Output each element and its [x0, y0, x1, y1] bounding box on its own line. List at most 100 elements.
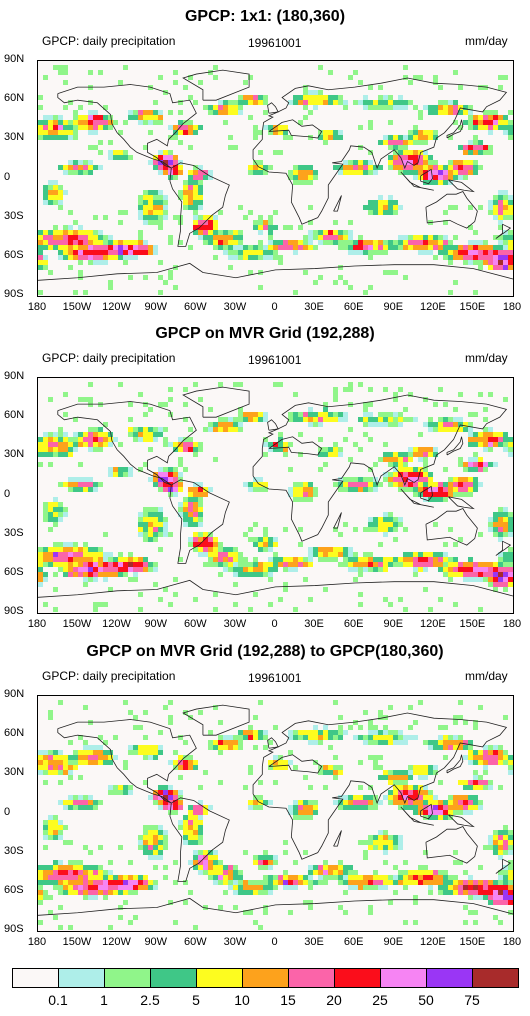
precip-cell [443, 497, 448, 502]
precip-cell [63, 432, 68, 437]
precip-cell [488, 110, 493, 115]
precip-cell [468, 795, 473, 800]
coastline [38, 579, 513, 598]
precip-cell [493, 900, 498, 905]
precip-cell [88, 432, 93, 437]
precip-cell [103, 250, 108, 255]
precip-cell [473, 245, 478, 250]
precip-cell [453, 557, 458, 562]
precip-cell [478, 205, 483, 210]
left-label: GPCP: daily precipitation [42, 34, 176, 48]
precip-cell [308, 422, 313, 427]
precip-cell [113, 245, 118, 250]
precip-cell [283, 880, 288, 885]
precip-cell [263, 165, 268, 170]
precip-cell [218, 875, 223, 880]
precip-cell [48, 715, 53, 720]
precip-cell [383, 140, 388, 145]
precip-cell [63, 557, 68, 562]
precip-cell [263, 532, 268, 537]
precip-cell [503, 235, 508, 240]
precip-cell [453, 120, 458, 125]
precip-cell [433, 402, 438, 407]
precip-cell [303, 180, 308, 185]
precip-cell [318, 65, 323, 70]
precip-cell [328, 765, 333, 770]
precip-cell [403, 770, 408, 775]
precip-cell [48, 125, 53, 130]
precip-cell [498, 75, 503, 80]
precip-cell [98, 442, 103, 447]
precip-cell [368, 885, 373, 890]
precip-cell [453, 567, 458, 572]
precip-cell [83, 865, 88, 870]
precip-cell [148, 825, 153, 830]
precip-cell [108, 442, 113, 447]
precip-cell [68, 870, 73, 875]
precip-cell [413, 170, 418, 175]
precip-cell [83, 230, 88, 235]
precip-cell [413, 160, 418, 165]
precip-cell [483, 120, 488, 125]
precip-cell [453, 795, 458, 800]
precip-cell [293, 800, 298, 805]
precip-cell [448, 422, 453, 427]
precip-cell [213, 875, 218, 880]
precip-cell [313, 880, 318, 885]
precip-cell [433, 487, 438, 492]
precip-cell [243, 255, 248, 260]
precip-cell [488, 745, 493, 750]
precip-cell [488, 205, 493, 210]
precip-cell [483, 567, 488, 572]
precip-cell [68, 447, 73, 452]
precip-cell [363, 880, 368, 885]
precip-cell [438, 482, 443, 487]
precip-cell [188, 125, 193, 130]
precip-cell [268, 447, 273, 452]
precip-cell [108, 750, 113, 755]
precip-cell [453, 735, 458, 740]
precip-cell [483, 447, 488, 452]
precip-cell [58, 552, 63, 557]
precip-cell [303, 875, 308, 880]
precip-cell [73, 880, 78, 885]
precip-cell [338, 275, 343, 280]
precip-cell [383, 422, 388, 427]
precip-cell [163, 402, 168, 407]
precip-cell [148, 755, 153, 760]
precip-cell [383, 835, 388, 840]
precip-cell [103, 442, 108, 447]
precip-cell [153, 790, 158, 795]
precip-cell [163, 517, 168, 522]
precip-cell [48, 235, 53, 240]
precip-cell [363, 710, 368, 715]
precip-cell [473, 780, 478, 785]
precip-cell [233, 245, 238, 250]
precip-cell [488, 145, 493, 150]
precip-cell [238, 885, 243, 890]
precip-cell [143, 880, 148, 885]
precip-cell [143, 190, 148, 195]
precip-cell [163, 210, 168, 215]
precip-cell [263, 412, 268, 417]
precip-cell [53, 452, 58, 457]
precip-cell [463, 462, 468, 467]
precip-cell [488, 522, 493, 527]
precip-cell [143, 710, 148, 715]
precip-cell [498, 245, 503, 250]
precip-cell [443, 890, 448, 895]
precip-cell [243, 730, 248, 735]
precip-cell [173, 165, 178, 170]
precip-cell [328, 875, 333, 880]
precip-cell [58, 115, 63, 120]
precip-cell [498, 755, 503, 760]
precip-cell [163, 865, 168, 870]
precip-cell [178, 125, 183, 130]
precip-cell [48, 527, 53, 532]
precip-cell [193, 502, 198, 507]
precip-cell [73, 760, 78, 765]
precip-cell [133, 750, 138, 755]
precip-cell [418, 487, 423, 492]
precip-cell [323, 865, 328, 870]
precip-cell [68, 130, 73, 135]
